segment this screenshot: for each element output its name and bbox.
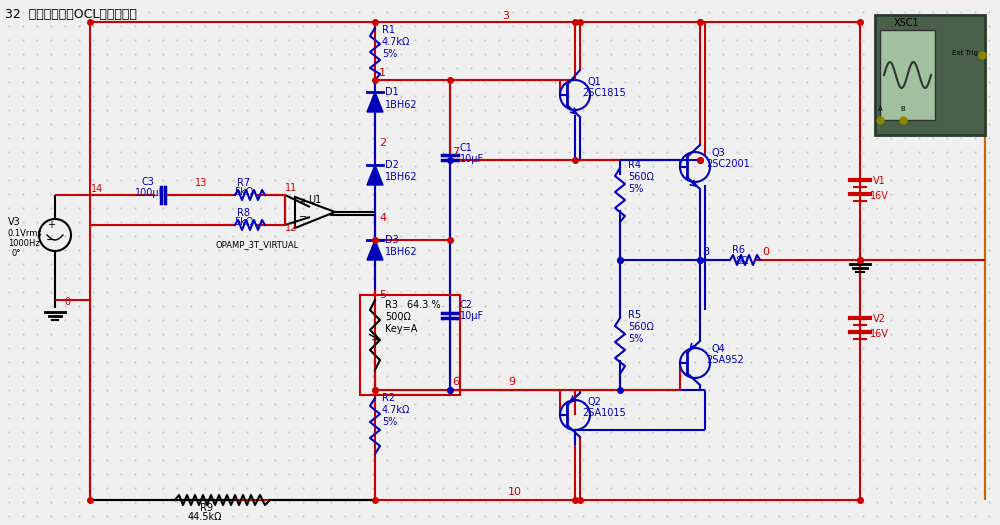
Polygon shape: [367, 165, 383, 185]
Text: R1: R1: [382, 25, 395, 35]
Text: A: A: [878, 106, 882, 112]
Text: 0: 0: [64, 297, 70, 307]
Text: 4.7kΩ: 4.7kΩ: [382, 37, 410, 47]
Text: R3: R3: [385, 300, 398, 310]
Text: 7: 7: [452, 147, 459, 157]
Text: Ext Trig: Ext Trig: [952, 50, 978, 56]
Text: 2: 2: [379, 138, 386, 148]
Text: +: +: [299, 197, 307, 207]
Text: V2: V2: [873, 314, 886, 324]
Text: 12: 12: [285, 223, 297, 233]
Text: R4: R4: [628, 160, 641, 170]
Text: 5kΩ: 5kΩ: [234, 187, 253, 197]
Polygon shape: [367, 240, 383, 260]
Text: +: +: [47, 220, 55, 230]
Text: 16V: 16V: [870, 329, 889, 339]
FancyBboxPatch shape: [875, 15, 985, 135]
Text: 1: 1: [379, 68, 386, 78]
Text: C3: C3: [142, 177, 155, 187]
Text: XSC1: XSC1: [894, 18, 920, 28]
Text: 4.7kΩ: 4.7kΩ: [382, 405, 410, 415]
Text: R6: R6: [732, 245, 745, 255]
Text: 2SC2001: 2SC2001: [706, 159, 750, 169]
Text: 560Ω: 560Ω: [628, 172, 654, 182]
Text: 2SA952: 2SA952: [706, 355, 744, 365]
Text: 0°: 0°: [12, 248, 21, 257]
Text: C2: C2: [460, 300, 473, 310]
Text: 10μF: 10μF: [460, 311, 484, 321]
Text: 2SA1015: 2SA1015: [582, 408, 626, 418]
Text: 5%: 5%: [628, 334, 643, 344]
Polygon shape: [367, 92, 383, 112]
Text: R8: R8: [237, 208, 250, 218]
Text: D1: D1: [385, 87, 399, 97]
Text: 14: 14: [91, 184, 103, 194]
Text: 560Ω: 560Ω: [628, 322, 654, 332]
Bar: [880, 30, 935, 120]
Text: R7: R7: [237, 178, 250, 188]
Text: B: B: [901, 106, 905, 112]
Text: −: −: [299, 212, 307, 222]
Text: 11: 11: [285, 183, 297, 193]
Text: Q4: Q4: [712, 344, 726, 354]
Text: 6: 6: [452, 377, 459, 387]
Text: 0: 0: [762, 247, 769, 257]
Text: 1BH62: 1BH62: [385, 100, 418, 110]
Text: 1BH62: 1BH62: [385, 247, 418, 257]
Text: 44.5kΩ: 44.5kΩ: [188, 512, 222, 522]
Text: 4: 4: [379, 213, 386, 223]
Text: V1: V1: [873, 176, 886, 186]
Text: 5kΩ: 5kΩ: [234, 217, 253, 227]
Text: 5%: 5%: [382, 49, 397, 59]
Text: 2SC1815: 2SC1815: [582, 88, 626, 98]
Text: 0.1Vrms: 0.1Vrms: [8, 228, 43, 237]
Text: 5: 5: [379, 290, 386, 300]
Text: R2: R2: [382, 393, 395, 403]
Text: 1BH62: 1BH62: [385, 172, 418, 182]
Text: D2: D2: [385, 160, 399, 170]
Text: 9: 9: [508, 377, 515, 387]
Text: 8: 8: [702, 247, 709, 257]
Text: C1: C1: [460, 143, 473, 153]
Text: V3: V3: [8, 217, 21, 227]
Text: R9: R9: [200, 503, 213, 513]
Text: 5%: 5%: [382, 417, 397, 427]
Text: 10μF: 10μF: [460, 154, 484, 164]
Text: Q3: Q3: [712, 148, 726, 158]
Text: OPAMP_3T_VIRTUAL: OPAMP_3T_VIRTUAL: [215, 240, 298, 249]
Text: 500Ω: 500Ω: [385, 312, 411, 322]
Text: Key=A: Key=A: [385, 324, 417, 334]
Text: 10: 10: [508, 487, 522, 497]
Text: Q1: Q1: [588, 77, 602, 87]
Text: 8Ω: 8Ω: [735, 256, 748, 266]
Bar: [360, 295, 460, 395]
Text: D3: D3: [385, 235, 399, 245]
Text: 100μF: 100μF: [135, 188, 165, 198]
Text: −: −: [46, 234, 56, 247]
Text: U1: U1: [308, 195, 321, 205]
Text: 13: 13: [195, 178, 207, 188]
Text: 32  实验三十二、OCL电路的研究: 32 实验三十二、OCL电路的研究: [5, 8, 137, 21]
Text: R5: R5: [628, 310, 641, 320]
Text: 16V: 16V: [870, 191, 889, 201]
Text: 3: 3: [502, 11, 509, 21]
Text: 1000Hz: 1000Hz: [8, 238, 40, 247]
Text: Q2: Q2: [588, 397, 602, 407]
Text: 64.3 %: 64.3 %: [407, 300, 441, 310]
Text: 5%: 5%: [628, 184, 643, 194]
